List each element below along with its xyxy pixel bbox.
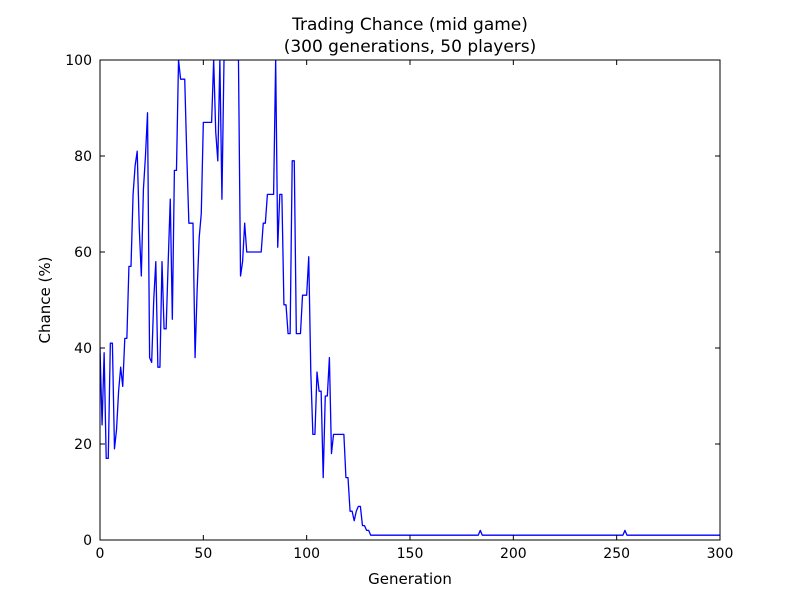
- chart-title: Trading Chance (mid game): [291, 15, 528, 35]
- x-axis-label: Generation: [368, 570, 452, 588]
- x-tick-label: 250: [603, 546, 630, 562]
- x-tick-label: 50: [194, 546, 212, 562]
- y-axis-label: Chance (%): [36, 257, 54, 344]
- y-tick-label: 20: [74, 437, 92, 453]
- chart-subtitle: (300 generations, 50 players): [284, 37, 537, 57]
- x-tick-label: 150: [397, 546, 424, 562]
- y-tick-label: 80: [74, 149, 92, 165]
- y-tick-label: 100: [65, 53, 92, 69]
- plot-area: [100, 60, 720, 536]
- y-tick-label: 40: [74, 341, 92, 357]
- data-line: [100, 60, 720, 536]
- x-tick-label: 100: [293, 546, 320, 562]
- x-tick-label: 0: [96, 546, 105, 562]
- y-tick-label: 60: [74, 245, 92, 261]
- y-tick-label: 0: [83, 533, 92, 549]
- x-tick-label: 300: [707, 546, 734, 562]
- x-tick-label: 200: [500, 546, 527, 562]
